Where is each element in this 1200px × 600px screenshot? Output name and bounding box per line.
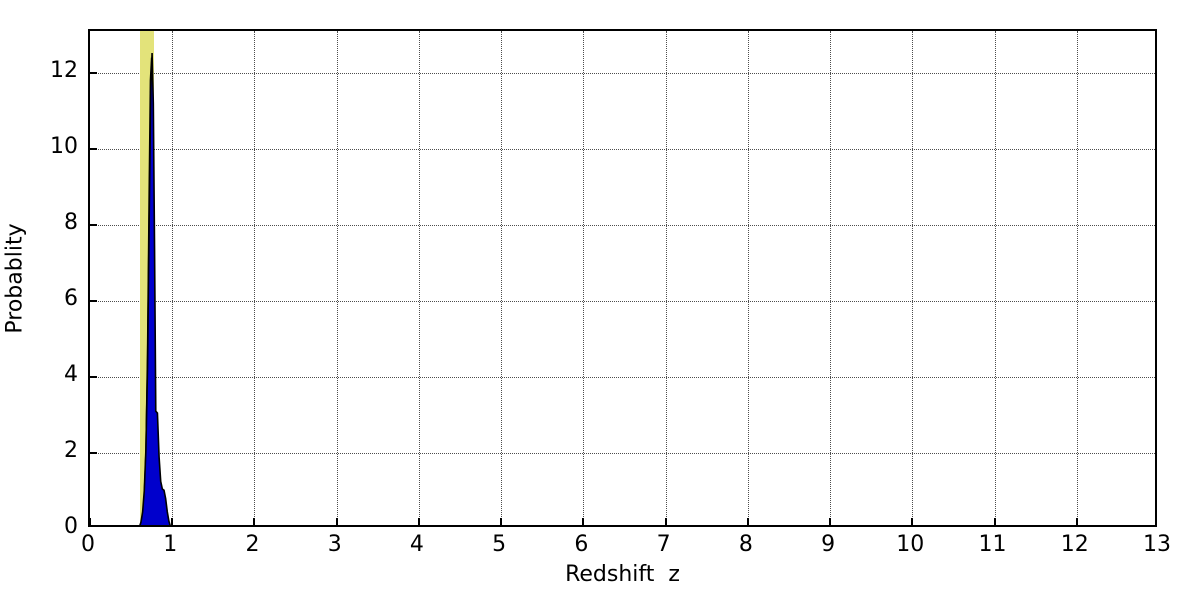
y-tick-mark [90, 451, 97, 454]
y-tick-label: 8 [64, 209, 78, 235]
x-tick-label: 8 [738, 532, 753, 557]
x-tick-mark [746, 518, 749, 525]
x-tick-mark [417, 518, 420, 525]
y-axis-title: Probablity [0, 29, 30, 527]
x-tick-label: 3 [327, 532, 342, 557]
x-tick-label: 5 [492, 532, 507, 557]
x-axis-title: Redshift z [565, 562, 680, 587]
y-tick-mark [90, 71, 97, 74]
x-tick-mark [253, 518, 256, 525]
y-axis-title-text: Probablity [2, 222, 28, 334]
x-tick-mark [335, 518, 338, 525]
x-tick-label: 13 [1143, 532, 1171, 557]
y-tick-label: 4 [64, 361, 78, 387]
x-tick-label: 7 [656, 532, 671, 557]
y-tick-mark [90, 147, 97, 150]
x-tick-label: 6 [574, 532, 589, 557]
x-tick-mark [911, 518, 914, 525]
pdf-area-redshift-probability-pdf [139, 53, 171, 525]
x-tick-mark [171, 518, 174, 525]
x-tick-label: 9 [821, 532, 836, 557]
y-tick-label: 10 [50, 133, 78, 159]
x-tick-label: 1 [163, 532, 178, 557]
plot-area [88, 29, 1157, 527]
y-tick-label: 0 [64, 514, 78, 539]
x-tick-label: 10 [896, 532, 925, 557]
y-tick-label: 12 [50, 57, 78, 83]
y-tick-mark [90, 375, 97, 378]
x-tick-label: 2 [245, 532, 260, 557]
x-tick-mark [993, 518, 996, 525]
y-tick-mark [90, 299, 97, 302]
x-tick-mark [1075, 518, 1078, 525]
y-tick-label: 6 [64, 285, 78, 311]
x-tick-mark [90, 518, 91, 525]
y-tick-mark [90, 223, 97, 226]
pdf-svg [139, 53, 171, 525]
x-tick-label: 11 [978, 532, 1007, 557]
x-tick-mark [582, 518, 585, 525]
x-tick-mark [500, 518, 503, 525]
x-tick-label: 4 [409, 532, 424, 557]
x-tick-label: 12 [1060, 532, 1089, 557]
x-tick-mark [829, 518, 832, 525]
x-tick-mark [664, 518, 667, 525]
y-tick-label: 2 [64, 437, 78, 463]
x-tick-label: 0 [81, 532, 95, 557]
